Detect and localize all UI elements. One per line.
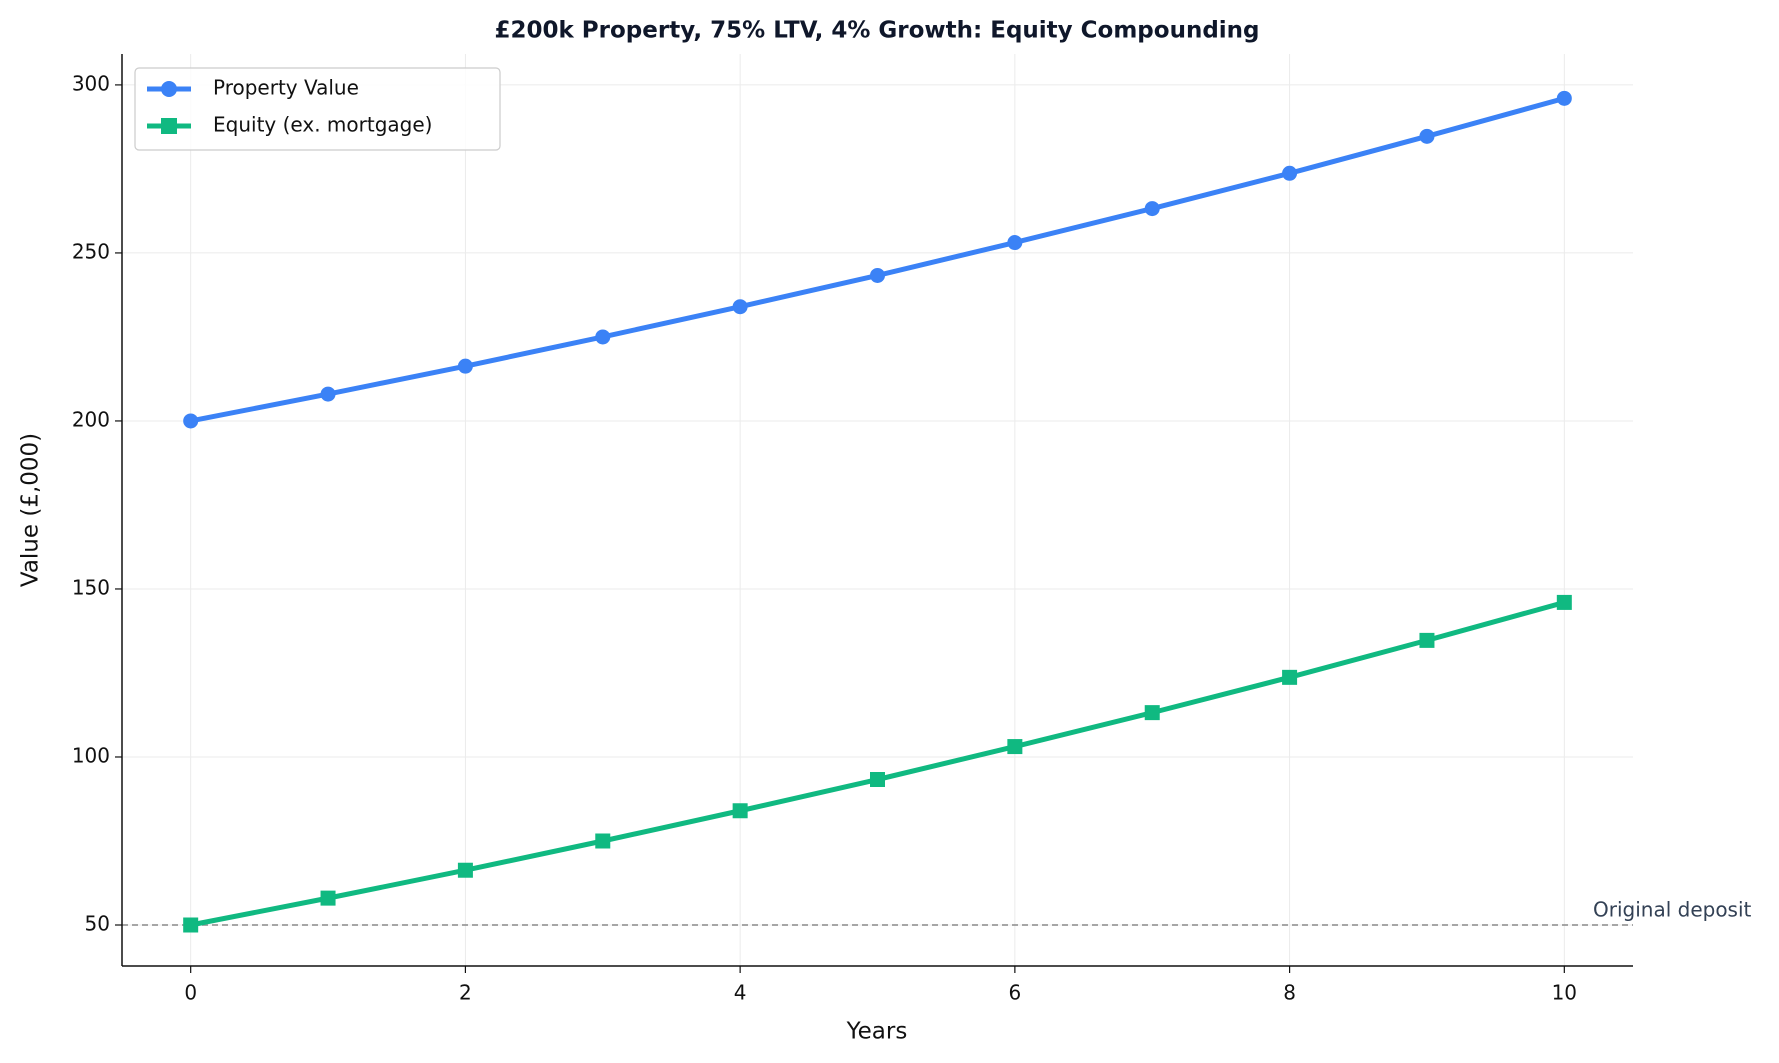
data-point	[870, 267, 885, 283]
data-point	[1282, 165, 1298, 181]
data-point	[1556, 594, 1572, 610]
x-axis-label: Years	[846, 1019, 908, 1045]
data-point	[1007, 235, 1023, 251]
data-point	[1007, 739, 1023, 755]
data-point	[1556, 90, 1572, 106]
data-point	[1419, 128, 1435, 144]
legend-marker	[161, 81, 177, 97]
chart-title: £200k Property, 75% LTV, 4% Growth: Equi…	[494, 18, 1259, 44]
x-tick-label: 10	[1552, 981, 1577, 1005]
data-point	[732, 299, 748, 315]
data-point	[320, 386, 336, 402]
y-tick-label: 50	[85, 912, 110, 936]
data-point	[595, 329, 611, 345]
data-point	[183, 413, 199, 429]
legend-label: Equity (ex. mortgage)	[213, 113, 432, 137]
data-point	[1144, 705, 1160, 721]
legend-label: Property Value	[213, 76, 359, 100]
legend-box	[134, 67, 501, 151]
data-point	[457, 358, 473, 374]
data-point	[1144, 201, 1160, 217]
y-tick-label: 200	[72, 407, 110, 431]
y-tick-label: 300	[72, 71, 110, 95]
reference-label: Original deposit	[1593, 898, 1752, 922]
data-point	[320, 890, 336, 906]
y-tick-label: 100	[72, 743, 110, 767]
y-tick-label: 250	[72, 239, 110, 263]
data-point	[183, 917, 199, 933]
legend-marker	[161, 118, 177, 134]
legend: Property Value Equity (ex. mortgage)	[134, 67, 501, 151]
x-tick-label: 0	[184, 981, 197, 1005]
x-tick-label: 2	[459, 981, 472, 1005]
data-point	[732, 803, 748, 819]
data-point	[1419, 632, 1435, 648]
data-point	[870, 772, 885, 788]
y-tick-label: 150	[72, 575, 110, 599]
data-point	[595, 833, 611, 849]
data-point	[1282, 669, 1298, 685]
x-tick-label: 8	[1283, 981, 1296, 1005]
x-tick-label: 4	[734, 981, 747, 1005]
x-tick-label: 6	[1008, 981, 1021, 1005]
series-line	[190, 600, 1565, 928]
y-axis-label: Value (£,000)	[18, 433, 44, 587]
data-point	[457, 862, 473, 878]
